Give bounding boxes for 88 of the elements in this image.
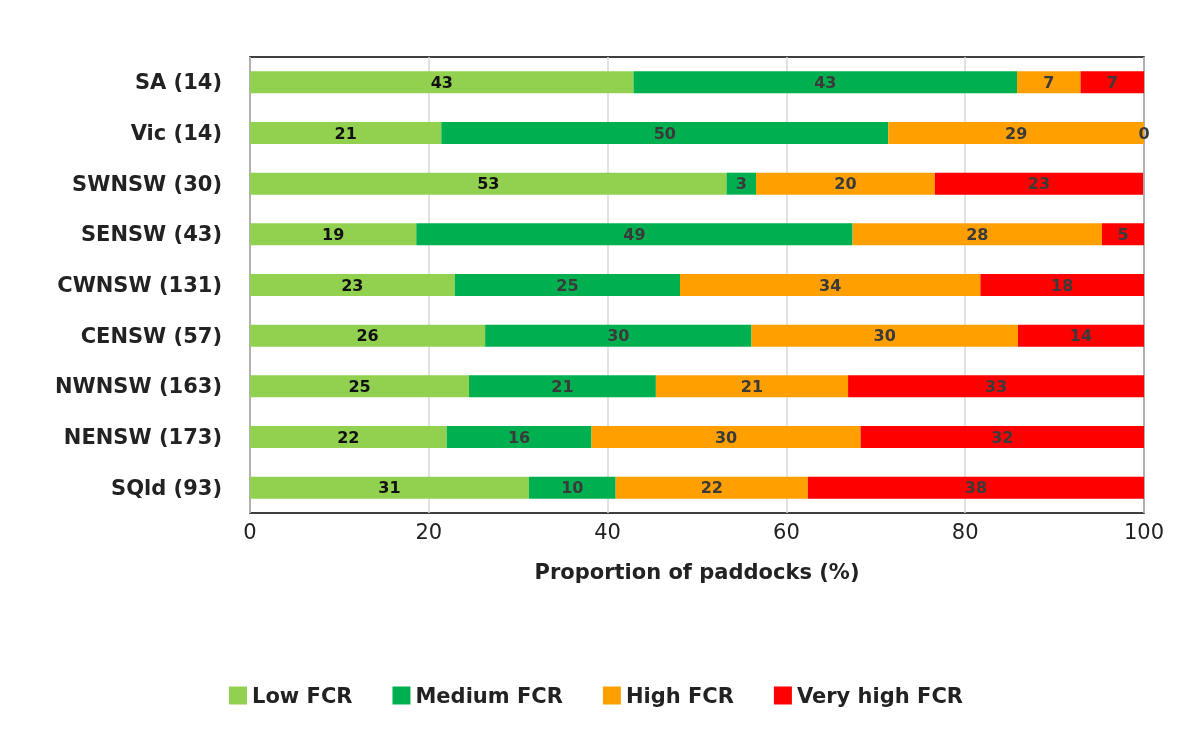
bar (615, 476, 808, 499)
y-tick-label: SA (14) (134, 70, 222, 95)
bar (250, 172, 727, 195)
bar (756, 172, 935, 195)
data-label: 25 (348, 376, 371, 396)
bar (250, 375, 470, 398)
bar (852, 223, 1102, 246)
bar (848, 375, 1144, 398)
data-label: 26 (356, 326, 379, 346)
y-tick-label: SQld (93) (111, 475, 222, 500)
data-label: 23 (1027, 174, 1051, 194)
legend-label: Medium FCR (415, 683, 563, 708)
data-label: 32 (991, 427, 1014, 447)
data-label: 21 (334, 123, 357, 143)
data-label: 49 (623, 224, 646, 244)
data-label: 43 (814, 72, 837, 92)
bar (250, 71, 634, 94)
bar (454, 274, 681, 296)
x-tick-label: 100 (1123, 519, 1165, 544)
bar (250, 476, 529, 499)
x-tick-label: 40 (594, 519, 621, 544)
bar (250, 426, 447, 448)
data-label: 30 (607, 326, 630, 346)
y-tick-label: SWNSW (30) (72, 171, 222, 196)
x-tick-label: 20 (415, 519, 443, 544)
x-tick-label: 60 (773, 519, 800, 544)
data-label: 5 (1117, 224, 1129, 244)
bar (416, 223, 853, 246)
data-label: 14 (1069, 326, 1093, 346)
bar (655, 375, 849, 398)
data-label: 10 (561, 478, 584, 498)
data-label: 29 (1005, 123, 1028, 143)
data-label: 3 (735, 174, 747, 194)
y-tick-label: NENSW (173) (63, 425, 222, 449)
data-label: 33 (984, 376, 1008, 396)
data-label: 30 (714, 427, 738, 447)
bar (250, 324, 486, 347)
x-axis-title: Proportion of paddocks (%) (534, 559, 860, 584)
bar (680, 274, 981, 296)
data-label: 30 (873, 326, 896, 346)
data-label: 50 (653, 123, 676, 143)
data-label: 7 (1106, 72, 1118, 92)
data-label: 21 (740, 376, 764, 396)
bar (807, 476, 1144, 499)
data-label: 19 (322, 224, 345, 244)
legend-label: Low FCR (252, 683, 353, 708)
y-tick-label: NWNSW (163) (55, 374, 222, 399)
bar (250, 274, 455, 296)
data-label: 53 (477, 174, 500, 194)
bar (934, 172, 1144, 195)
bar (250, 122, 442, 144)
data-label: 22 (337, 427, 360, 447)
legend-label: Very high FCR (796, 683, 963, 708)
data-label: 21 (551, 376, 574, 396)
bar (751, 324, 1018, 347)
y-tick-label: CENSW (57) (80, 323, 222, 348)
x-tick-label: 80 (951, 519, 979, 544)
data-label: 28 (966, 224, 989, 244)
bar (250, 223, 417, 246)
bar (441, 122, 889, 144)
x-tick-label: 0 (243, 519, 257, 544)
y-tick-label: CWNSW (131) (57, 273, 222, 297)
bar (1017, 71, 1081, 94)
data-label: 20 (834, 174, 857, 194)
legend-label: High FCR (625, 683, 734, 708)
data-label: 7 (1043, 72, 1055, 92)
data-label: 23 (341, 275, 364, 295)
bar (633, 71, 1018, 94)
data-label: 22 (700, 478, 723, 498)
data-label: 34 (819, 275, 842, 295)
y-tick-label: Vic (14) (130, 121, 222, 145)
bar (980, 274, 1144, 296)
bar (1080, 71, 1144, 94)
bar (469, 375, 656, 398)
bar (446, 426, 592, 448)
data-label: 25 (556, 275, 579, 295)
data-label: 18 (1051, 275, 1074, 295)
bar (485, 324, 752, 347)
data-label: 43 (430, 72, 453, 92)
bar (860, 426, 1144, 448)
data-label: 38 (964, 478, 988, 498)
bar (1101, 223, 1144, 246)
y-tick-label: SENSW (43) (80, 222, 222, 247)
bar (591, 426, 861, 448)
data-label: 16 (507, 427, 531, 447)
data-label: 31 (378, 478, 401, 498)
bar (528, 476, 616, 499)
bar (1017, 324, 1144, 347)
